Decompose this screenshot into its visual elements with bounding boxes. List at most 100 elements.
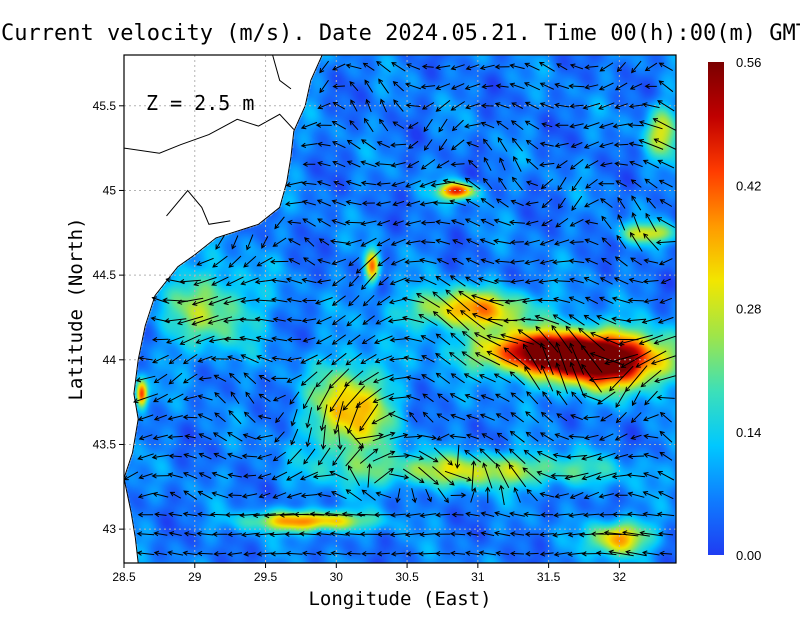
current-vector-arrow	[315, 122, 332, 128]
current-vector-arrow	[611, 511, 631, 518]
current-vector-arrow	[539, 102, 554, 109]
current-vector-arrow	[211, 491, 229, 499]
x-tick-label: 28.5	[112, 570, 136, 584]
current-vector-arrow	[225, 276, 244, 286]
current-vector-arrow	[511, 176, 523, 191]
current-vector-arrow	[436, 413, 450, 422]
current-vector-arrow	[538, 278, 556, 285]
current-vector-arrow	[286, 336, 302, 343]
current-vector-arrow	[388, 356, 408, 363]
current-vector-arrow	[464, 177, 481, 190]
current-vector-arrow	[614, 492, 628, 498]
current-vector-arrow	[390, 162, 406, 168]
current-vector-arrow	[596, 315, 617, 325]
current-vector-arrow	[362, 294, 375, 307]
current-vector-arrow	[270, 297, 288, 303]
depth-label: Z = 2.5 m	[146, 91, 254, 115]
current-vector-arrow	[376, 238, 391, 247]
current-speed-field	[124, 55, 676, 563]
current-vector-arrow	[252, 512, 276, 519]
current-vector-arrow	[391, 62, 406, 72]
current-vector-arrow	[301, 277, 317, 284]
current-vector-arrow	[642, 414, 659, 422]
current-vector-arrow	[301, 317, 317, 324]
current-vector-arrow	[621, 530, 650, 537]
current-vector-arrow	[376, 141, 391, 148]
current-vector-arrow	[435, 100, 451, 112]
current-vector-arrow	[630, 412, 642, 424]
current-vector-arrow	[198, 472, 212, 479]
current-vector-arrow	[448, 351, 467, 366]
current-vector-arrow	[337, 424, 343, 451]
y-tick-label: 44.5	[93, 268, 117, 282]
current-vector-arrow	[630, 179, 642, 188]
current-vector-arrow	[405, 394, 421, 401]
current-vector-arrow	[583, 314, 600, 326]
current-vector-arrow	[553, 296, 571, 303]
current-vector-arrow	[595, 472, 617, 481]
current-vector-arrow	[287, 219, 301, 226]
current-vector-arrow	[269, 259, 289, 265]
current-vector-arrow	[625, 317, 647, 324]
current-vector-arrow	[212, 531, 228, 537]
current-vector-arrow	[300, 121, 318, 130]
current-vector-arrow	[345, 352, 362, 366]
current-vector-arrow	[359, 531, 378, 537]
current-vector-arrow	[449, 275, 466, 287]
current-vector-arrow	[525, 431, 539, 442]
current-vector-arrow	[153, 550, 167, 556]
current-vector-arrow	[509, 63, 525, 70]
current-vector-arrow	[182, 353, 198, 365]
current-vector-arrow	[197, 355, 213, 363]
current-vector-arrow	[228, 410, 242, 425]
current-vector-arrow	[316, 550, 332, 556]
current-vector-arrow	[450, 83, 465, 90]
current-vector-arrow	[345, 199, 362, 206]
current-vector-arrow	[375, 201, 391, 207]
current-vector-arrow	[509, 82, 525, 90]
current-vector-arrow	[463, 373, 482, 384]
current-vector-arrow	[344, 219, 363, 226]
current-vector-arrow	[616, 234, 627, 249]
current-vector-arrow	[513, 155, 522, 172]
current-vector-arrow	[554, 102, 570, 108]
current-vector-arrow	[599, 142, 614, 149]
current-vector-arrow	[541, 198, 553, 209]
current-vector-arrow	[315, 334, 332, 345]
current-vector-arrow	[525, 201, 539, 207]
current-vector-arrow	[388, 376, 408, 382]
current-vector-arrow	[628, 141, 644, 147]
current-vector-arrow	[450, 161, 465, 168]
current-vector-arrow	[287, 238, 301, 246]
current-vector-arrow	[526, 488, 538, 502]
current-vector-arrow	[571, 391, 583, 404]
current-vector-arrow	[659, 297, 673, 304]
current-vector-arrow	[552, 314, 571, 326]
current-vector-arrow	[419, 512, 437, 518]
current-vector-arrow	[571, 176, 583, 192]
current-vector-arrow	[479, 64, 495, 71]
current-vector-arrow	[627, 297, 645, 304]
current-vector-arrow	[471, 312, 503, 327]
current-vector-arrow	[293, 511, 325, 518]
current-vector-arrow	[303, 387, 316, 410]
current-vector-arrow	[254, 532, 274, 538]
current-vector-arrow	[331, 141, 346, 149]
current-vector-arrow	[470, 487, 477, 503]
current-vector-arrow	[658, 179, 673, 188]
current-vector-arrow	[614, 454, 629, 460]
current-vector-arrow	[569, 103, 584, 109]
current-vector-arrow	[480, 218, 495, 227]
current-vector-arrow	[437, 393, 449, 403]
colorbar-tick-label: 0.00	[736, 548, 761, 563]
current-vector-arrow	[379, 118, 389, 132]
current-vector-arrow	[346, 160, 361, 168]
current-vector-arrow	[288, 258, 301, 265]
current-vector-arrow	[286, 357, 302, 363]
current-vector-arrow	[289, 391, 300, 405]
current-vector-arrow	[405, 240, 421, 246]
current-vector-arrow	[341, 511, 366, 517]
x-tick-label: 29	[188, 570, 202, 584]
current-vector-arrow	[166, 335, 185, 344]
